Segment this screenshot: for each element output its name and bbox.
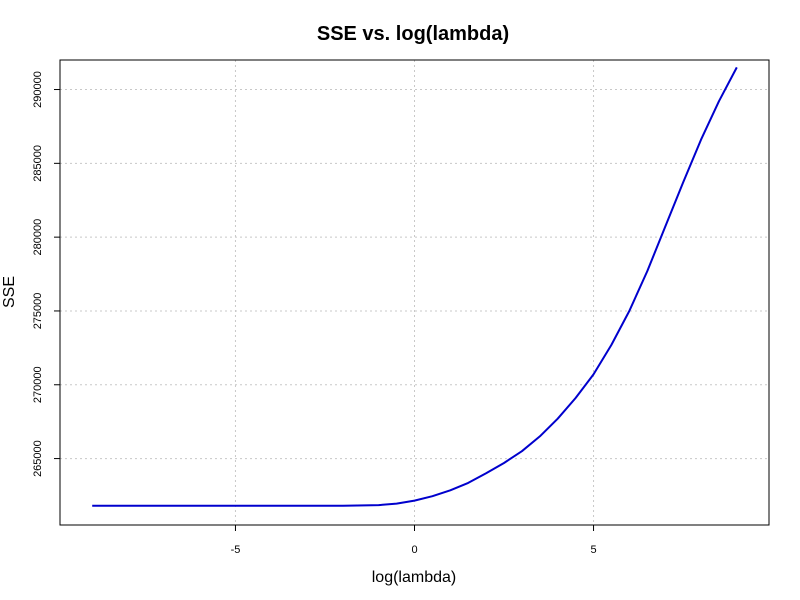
x-tick-label-2: 5 [590,544,596,556]
grid-lines [60,60,769,525]
y-tick-label-5: 290000 [32,71,44,108]
y-axis-label: SSE [1,276,18,308]
chart-title: SSE vs. log(lambda) [317,23,509,45]
x-tick-label-1: 0 [411,544,417,556]
x-axis-label: log(lambda) [372,569,456,586]
y-tick-label-0: 265000 [32,440,44,477]
plot-frame [59,59,770,526]
x-tick-label-0: -5 [231,544,241,556]
sse-series-line-0 [92,66,738,507]
x-axis-ticks: -5 0 5 [231,525,597,556]
data-series [92,66,738,507]
y-axis-ticks: 265000 270000 275000 280000 285000 290000 [32,71,60,477]
y-tick-label-3: 280000 [32,219,44,256]
y-tick-label-2: 275000 [32,293,44,330]
y-tick-label-4: 285000 [32,145,44,182]
y-tick-label-1: 270000 [32,366,44,403]
